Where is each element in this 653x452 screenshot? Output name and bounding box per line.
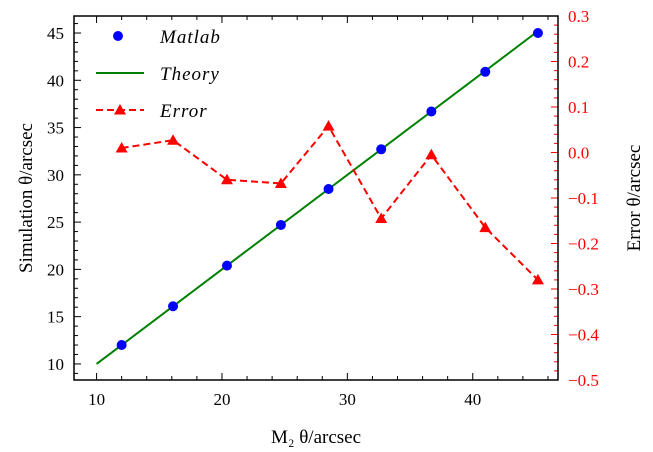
y2-tick-label: −0.2 <box>568 235 599 254</box>
y-tick-label: 30 <box>47 166 64 185</box>
legend-error-label: Error <box>159 101 208 122</box>
matlab-point <box>168 301 179 312</box>
y-tick-label: 40 <box>47 71 64 90</box>
error-point <box>274 177 287 188</box>
legend-matlab-label: Matlab <box>159 27 221 48</box>
x-tick-label: 30 <box>339 390 356 409</box>
matlab-point <box>221 260 232 271</box>
y-tick-label: 20 <box>47 260 64 279</box>
error-series-line <box>121 124 539 281</box>
matlab-point <box>480 66 491 77</box>
matlab-point <box>275 219 286 230</box>
y-tick-label: 15 <box>47 308 64 327</box>
legend-theory-label: Theory <box>160 64 220 85</box>
y2-tick-label: −0.1 <box>568 189 599 208</box>
x-tick-label: 40 <box>464 390 481 409</box>
y2-tick-label: 0.1 <box>568 98 589 117</box>
x-tick-label: 10 <box>88 390 105 409</box>
y-tick-label: 35 <box>47 119 64 138</box>
y2-tick-label: −0.5 <box>568 371 599 390</box>
y2-tick-label: −0.4 <box>568 326 599 345</box>
error-point <box>425 148 438 160</box>
y-tick-label: 45 <box>47 24 64 43</box>
tick-layer: 10 20 30 40 10 15 20 25 30 35 40 45 0.3 0.2 0.1 0.0 −0.1… <box>47 7 599 409</box>
error-point <box>375 212 388 223</box>
y2-tick-label: −0.3 <box>568 280 599 299</box>
legend: Matlab Theory Error <box>96 27 221 122</box>
error-point <box>220 173 233 185</box>
error-point <box>115 141 128 153</box>
legend-matlab-marker <box>113 31 123 41</box>
matlab-point <box>426 106 437 117</box>
matlab-point <box>376 144 387 155</box>
legend-error-marker <box>114 104 126 115</box>
error-point <box>167 134 180 145</box>
error-point <box>322 120 335 131</box>
error-point <box>479 221 492 233</box>
x-axis-label: M₂ θ/arcsec <box>271 427 361 448</box>
y2-tick-label: 0.0 <box>568 144 589 163</box>
matlab-point <box>532 28 543 39</box>
error-point <box>531 273 544 285</box>
y-tick-label: 25 <box>47 213 64 232</box>
plot-frame <box>73 15 559 381</box>
axis-labels: M₂ θ/arcsec Simulation θ/arcsec Error θ/ar… <box>16 123 645 448</box>
y-tick-label: 10 <box>47 355 64 374</box>
y2-tick-label: 0.2 <box>568 53 589 72</box>
y2-tick-label: 0.3 <box>568 7 589 26</box>
y-axis-label: Simulation θ/arcsec <box>16 123 37 273</box>
matlab-point <box>323 184 334 195</box>
matlab-point <box>116 340 127 351</box>
x-tick-label: 20 <box>213 390 230 409</box>
plot-layer <box>95 28 544 365</box>
y2-axis-label: Error θ/arcsec <box>624 145 645 252</box>
